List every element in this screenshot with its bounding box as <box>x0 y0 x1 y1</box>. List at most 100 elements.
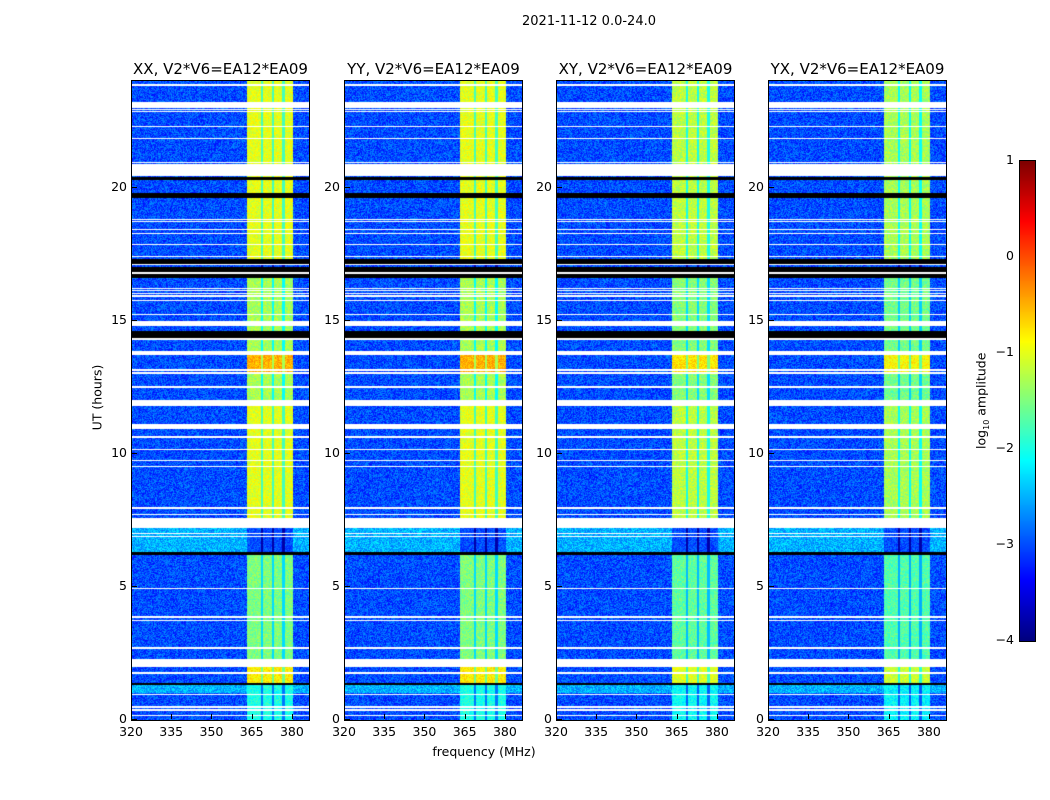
x-tick-mark <box>291 714 293 719</box>
x-tick-mark <box>171 714 173 719</box>
x-tick-label: 380 <box>279 724 304 739</box>
y-tick-label: 20 <box>748 178 764 194</box>
y-tick-mark <box>345 319 350 321</box>
y-tick-mark <box>132 719 137 720</box>
y-tick-label: 5 <box>544 577 552 593</box>
x-tick-mark <box>504 714 506 719</box>
y-tick-label: 15 <box>111 311 127 327</box>
colorbar-label: log10 amplitude <box>973 331 991 471</box>
y-tick-mark <box>557 719 562 720</box>
y-tick-label: 5 <box>332 577 340 593</box>
y-axis-label: UT (hours) <box>89 364 105 431</box>
y-tick-label: 5 <box>119 577 127 593</box>
colorbar-tick-label: 0 <box>1006 248 1014 263</box>
x-tick-mark <box>556 714 557 719</box>
spectrogram-image <box>769 81 946 720</box>
x-tick-label: 320 <box>119 724 143 739</box>
x-tick-label: 365 <box>664 724 689 739</box>
y-tick-mark <box>345 452 350 454</box>
spectrogram-image <box>557 81 734 720</box>
y-tick-mark <box>132 585 137 587</box>
x-tick-mark <box>888 714 890 719</box>
x-tick-label: 335 <box>372 724 397 739</box>
colorbar-tick-label: −1 <box>995 344 1014 359</box>
spectrogram-panel-1: YY, V2*V6=EA12*EA09 <box>344 60 523 721</box>
y-tick-label: 15 <box>748 311 764 327</box>
y-tick-mark <box>345 585 350 587</box>
spectrogram-image <box>132 81 309 720</box>
x-tick-label: 320 <box>756 724 780 739</box>
panel-title: YX, V2*V6=EA12*EA09 <box>770 60 945 78</box>
colorbar-label-rest: amplitude <box>973 352 989 420</box>
y-tick-mark <box>345 719 350 720</box>
y-tick-mark <box>557 585 562 587</box>
x-tick-label: 380 <box>704 724 729 739</box>
y-tick-label: 15 <box>324 311 340 327</box>
y-tick-mark <box>557 319 562 321</box>
x-tick-label: 320 <box>544 724 568 739</box>
x-tick-label: 350 <box>624 724 649 739</box>
x-tick-label: 380 <box>492 724 517 739</box>
x-tick-label: 365 <box>452 724 477 739</box>
spectrogram-panel-0: XX, V2*V6=EA12*EA09 <box>131 60 310 721</box>
x-tick-label: 335 <box>796 724 821 739</box>
y-tick-label: 0 <box>119 711 127 726</box>
y-tick-mark <box>132 452 137 454</box>
panel-title: XX, V2*V6=EA12*EA09 <box>133 60 308 78</box>
y-tick-label: 10 <box>324 444 340 460</box>
y-tick-label: 5 <box>756 577 764 593</box>
colorbar-label-sub: 10 <box>981 419 991 430</box>
x-tick-mark <box>251 714 253 719</box>
y-tick-label: 0 <box>544 711 552 726</box>
x-tick-label: 335 <box>584 724 609 739</box>
x-tick-mark <box>808 714 810 719</box>
y-tick-mark <box>769 319 774 321</box>
x-tick-mark <box>596 714 598 719</box>
y-tick-mark <box>132 186 137 188</box>
y-tick-label: 20 <box>324 178 340 194</box>
x-tick-label: 380 <box>916 724 941 739</box>
x-tick-mark <box>716 714 718 719</box>
x-tick-label: 350 <box>199 724 224 739</box>
spectrogram-panel-3: YX, V2*V6=EA12*EA09 <box>768 60 947 721</box>
spectrogram-image <box>345 81 522 720</box>
y-tick-label: 15 <box>536 311 552 327</box>
x-tick-label: 350 <box>412 724 437 739</box>
x-tick-label: 365 <box>239 724 264 739</box>
y-tick-mark <box>345 186 350 188</box>
x-tick-mark <box>344 714 345 719</box>
x-tick-mark <box>676 714 678 719</box>
y-tick-label: 0 <box>756 711 764 726</box>
panel-title: XY, V2*V6=EA12*EA09 <box>558 60 733 78</box>
y-tick-label: 10 <box>111 444 127 460</box>
y-tick-label: 10 <box>536 444 552 460</box>
x-tick-mark <box>424 714 426 719</box>
colorbar <box>1019 160 1036 642</box>
x-tick-mark <box>464 714 466 719</box>
x-tick-mark <box>928 714 930 719</box>
x-tick-label: 350 <box>836 724 861 739</box>
x-tick-label: 365 <box>876 724 901 739</box>
x-tick-mark <box>131 714 132 719</box>
y-tick-mark <box>132 319 137 321</box>
panel-title: YY, V2*V6=EA12*EA09 <box>347 60 520 78</box>
x-axis-label: frequency (MHz) <box>432 744 536 759</box>
y-tick-mark <box>769 452 774 454</box>
y-tick-label: 20 <box>536 178 552 194</box>
y-tick-label: 0 <box>332 711 340 726</box>
x-tick-mark <box>384 714 386 719</box>
y-tick-mark <box>769 186 774 188</box>
figure-suptitle: 2021-11-12 0.0-24.0 <box>522 14 656 29</box>
y-tick-mark <box>769 719 774 720</box>
spectrogram-panel-2: XY, V2*V6=EA12*EA09 <box>556 60 735 721</box>
y-tick-label: 20 <box>111 178 127 194</box>
y-tick-mark <box>557 186 562 188</box>
x-tick-mark <box>636 714 638 719</box>
x-tick-mark <box>768 714 769 719</box>
x-tick-mark <box>211 714 213 719</box>
colorbar-tick-label: 1 <box>1006 152 1014 167</box>
colorbar-tick-label: −3 <box>995 536 1014 551</box>
x-tick-mark <box>848 714 850 719</box>
x-tick-label: 320 <box>332 724 356 739</box>
